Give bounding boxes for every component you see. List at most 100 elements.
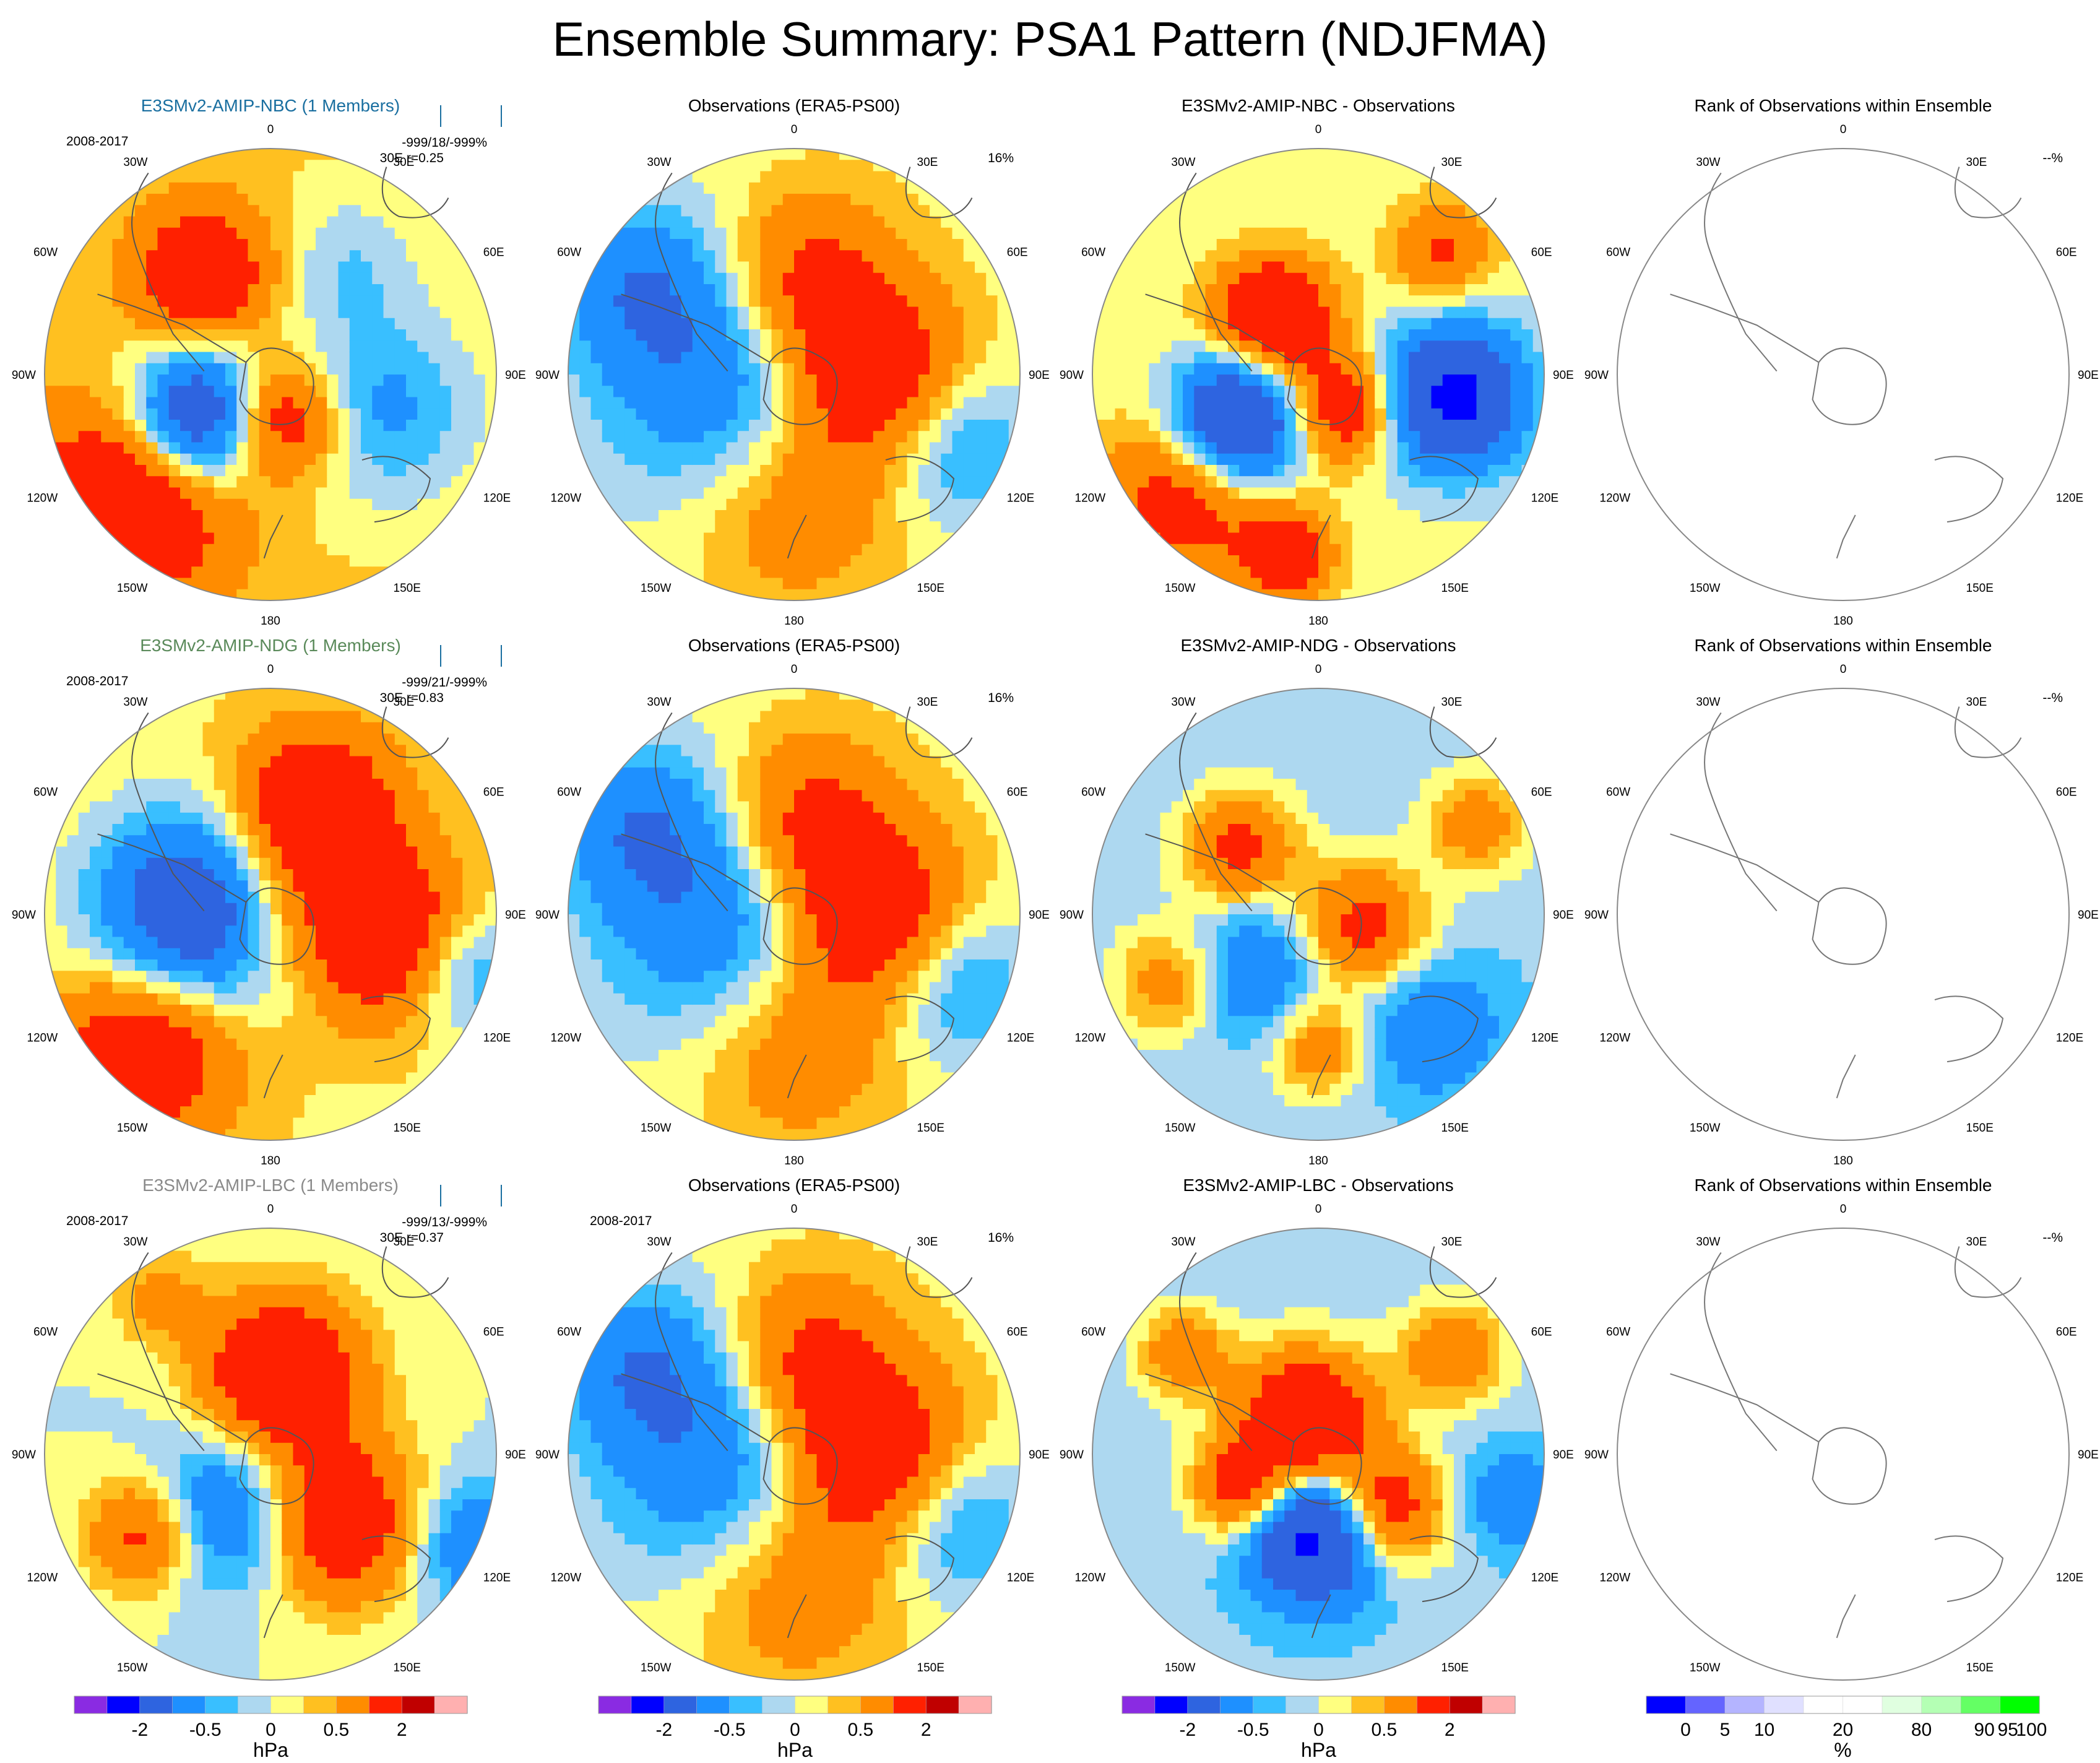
colorbar-tick: 0.5 (323, 1720, 349, 1740)
colorbar-swatch (1449, 1696, 1483, 1714)
colorbar-unit: hPa (777, 1739, 813, 1761)
lon-label: 90E (1553, 1449, 1574, 1462)
colorbar-tick: 90 (1974, 1720, 1994, 1740)
stats-label: -999/18/-999% (402, 136, 487, 150)
colorbar-swatch (1318, 1696, 1352, 1714)
percent-label: 16% (988, 1231, 1014, 1245)
colorbar-swatch (1882, 1696, 1922, 1714)
lon-label: 150W (641, 1122, 672, 1135)
colorbar-swatch (1351, 1696, 1385, 1714)
colorbar: -2 -0.5 0 0.5 2 hPa (74, 1696, 468, 1761)
lon-label: 30W (647, 696, 671, 709)
colorbar-swatch (74, 1696, 108, 1714)
colorbar-swatch (401, 1696, 435, 1714)
period-label: 2008-2017 (590, 1214, 652, 1228)
colorbar-swatch (1724, 1696, 1765, 1714)
lon-label: 150W (1690, 1661, 1721, 1674)
lon-label: 90E (1553, 909, 1574, 922)
coastlines (97, 1246, 449, 1639)
lon-label: 180 (1308, 615, 1328, 628)
colorbar-tick: 0.5 (1371, 1720, 1397, 1740)
lon-label: 150E (394, 1122, 421, 1135)
colorbar-swatch (1220, 1696, 1254, 1714)
colorbar-swatch (1187, 1696, 1221, 1714)
stats-label: -999/13/-999% (402, 1215, 487, 1229)
diff-panel: E3SMv2-AMIP-NDG - Observations 0 30E 60E 90E… (1060, 636, 1574, 1167)
coastlines (97, 167, 449, 559)
colorbar-tick: -2 (1179, 1720, 1196, 1740)
colorbar-swatch (1843, 1696, 1883, 1714)
contour-field (568, 149, 1020, 600)
lon-label: 120W (1075, 1572, 1106, 1585)
coastlines (1670, 167, 2022, 559)
period-label: 2008-2017 (66, 134, 128, 149)
lon-label: 120W (551, 1032, 582, 1045)
lon-label: 30W (1171, 156, 1195, 169)
lon-label: 150E (1441, 582, 1469, 595)
lon-label: 90W (12, 1449, 36, 1462)
lon-label: 120W (1075, 1032, 1106, 1045)
lon-label: 150W (117, 582, 148, 595)
lon-label: 30W (123, 1236, 147, 1249)
colorbar-unit: % (1834, 1739, 1851, 1761)
period-label: 2008-2017 (66, 1214, 128, 1228)
lon-label: 150E (1441, 1122, 1469, 1135)
colorbar-swatch (598, 1696, 632, 1714)
lon-label: 120W (27, 1572, 58, 1585)
lon-label: 0 (1315, 123, 1322, 136)
lon-label: 120E (1531, 492, 1558, 505)
lon-label: 90W (535, 909, 560, 922)
coastlines (621, 167, 973, 559)
lon-label: 120W (551, 1572, 582, 1585)
lon-label: 90E (2078, 1449, 2099, 1462)
lon-label: 120E (1531, 1032, 1558, 1045)
coastlines (1145, 706, 1497, 1099)
lon-label: 30W (1696, 696, 1720, 709)
lon-label: 0 (267, 663, 274, 676)
rank-panel: Rank of Observations within Ensemble 0 30E… (1584, 636, 2099, 1167)
lon-label: 60E (2056, 786, 2077, 799)
lon-label: 90E (505, 909, 526, 922)
lon-label: 30E (1966, 1236, 1987, 1249)
coastlines (1145, 167, 1497, 559)
lon-label: 30E (917, 156, 938, 169)
lon-label: 0 (1315, 1203, 1322, 1216)
lon-label: 90W (535, 1449, 560, 1462)
lon-label: 150E (1966, 582, 1994, 595)
colorbar-swatch (1921, 1696, 1961, 1714)
lon-label: 30E (1441, 696, 1463, 709)
colorbar-swatch (631, 1696, 665, 1714)
lon-label: 120W (1600, 1032, 1631, 1045)
model-panel: E3SMv2-AMIP-NDG (1 Members) 0 30E 60E 90E 120… (12, 636, 526, 1167)
lon-label: 0 (267, 1203, 274, 1216)
colorbar-swatch (172, 1696, 206, 1714)
colorbar-swatch (1764, 1696, 1804, 1714)
panel-title: E3SMv2-AMIP-NBC - Observations (1182, 96, 1455, 115)
lon-label: 90W (12, 909, 36, 922)
diff-panel: E3SMv2-AMIP-NBC - Observations 0 30E 60E 90E… (1060, 96, 1574, 628)
lon-label: 180 (1833, 615, 1853, 628)
lon-label: 0 (267, 123, 274, 136)
colorbar-swatch (205, 1696, 239, 1714)
lon-label: 90E (1029, 909, 1050, 922)
lon-label: 150E (917, 1661, 944, 1674)
colorbar-swatch (1482, 1696, 1516, 1714)
map-boundary (44, 148, 497, 601)
contour-field (45, 688, 496, 1140)
colorbar-swatch (369, 1696, 402, 1714)
rank-panel: Rank of Observations within Ensemble 0 30E… (1584, 96, 2099, 628)
lon-label: 30W (1696, 1236, 1720, 1249)
lon-label: 90W (1584, 909, 1609, 922)
colorbar-tick: 80 (1911, 1720, 1932, 1740)
colorbar-tick: 10 (1754, 1720, 1774, 1740)
colorbar-tick: -0.5 (189, 1720, 222, 1740)
coastlines (1145, 1246, 1497, 1639)
map-boundary (1092, 148, 1545, 601)
lon-label: 0 (1840, 123, 1847, 136)
colorbar-swatch (827, 1696, 862, 1714)
coastlines (621, 1246, 973, 1639)
lon-label: 180 (784, 1154, 804, 1167)
lon-label: 0 (791, 1203, 798, 1216)
panel-title: Observations (ERA5-PS00) (688, 96, 900, 115)
